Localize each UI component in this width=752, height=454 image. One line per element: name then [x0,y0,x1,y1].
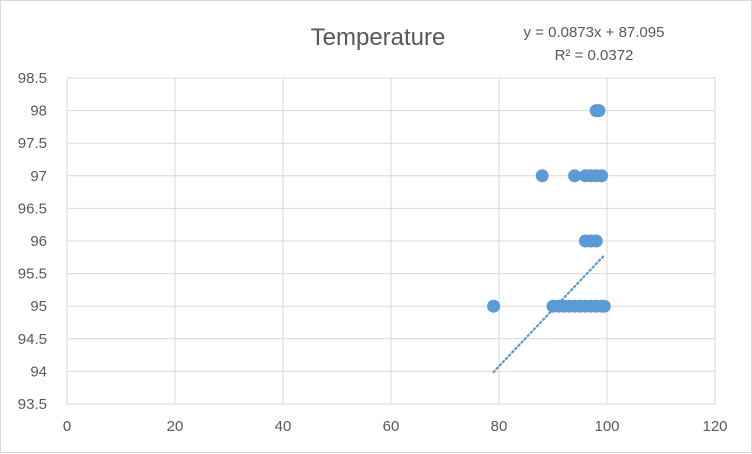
data-points [487,104,611,313]
trendline [492,254,606,374]
data-point [589,234,603,248]
data-point [568,169,582,183]
x-tick-label: 60 [383,418,400,435]
x-tick-label: 80 [491,418,508,435]
data-point [592,104,606,118]
data-point [487,299,501,313]
x-tick-label: 100 [594,418,619,435]
y-tick-label: 97.5 [18,135,47,152]
gridlines [66,77,716,405]
trendline-layer [492,254,606,374]
y-tick-label: 94 [30,363,47,380]
trendline-equation: y = 0.0873x + 87.095 [524,24,665,41]
x-tick-label: 0 [63,418,71,435]
data-point [597,299,611,313]
data-point [535,169,549,183]
x-tick-label: 20 [167,418,184,435]
trendline-r-squared: R² = 0.0372 [555,47,634,64]
y-axis-ticks: 93.5 94 94.5 95 95.5 96 96.5 97 97.5 98 98.5 [18,70,47,413]
y-tick-label: 96.5 [18,200,47,217]
data-point [595,169,609,183]
y-tick-label: 97 [30,168,47,185]
y-tick-label: 93.5 [18,396,47,413]
y-tick-label: 96 [30,233,47,250]
x-axis-ticks: 0 20 40 60 80 100 120 [63,418,728,435]
y-tick-label: 94.5 [18,331,47,348]
x-tick-label: 40 [275,418,292,435]
y-tick-label: 98 [30,103,47,120]
x-tick-label: 120 [702,418,727,435]
y-tick-label: 98.5 [18,70,47,87]
y-tick-label: 95.5 [18,266,47,283]
y-tick-label: 95 [30,298,47,315]
chart-title: Temperature [311,24,446,51]
